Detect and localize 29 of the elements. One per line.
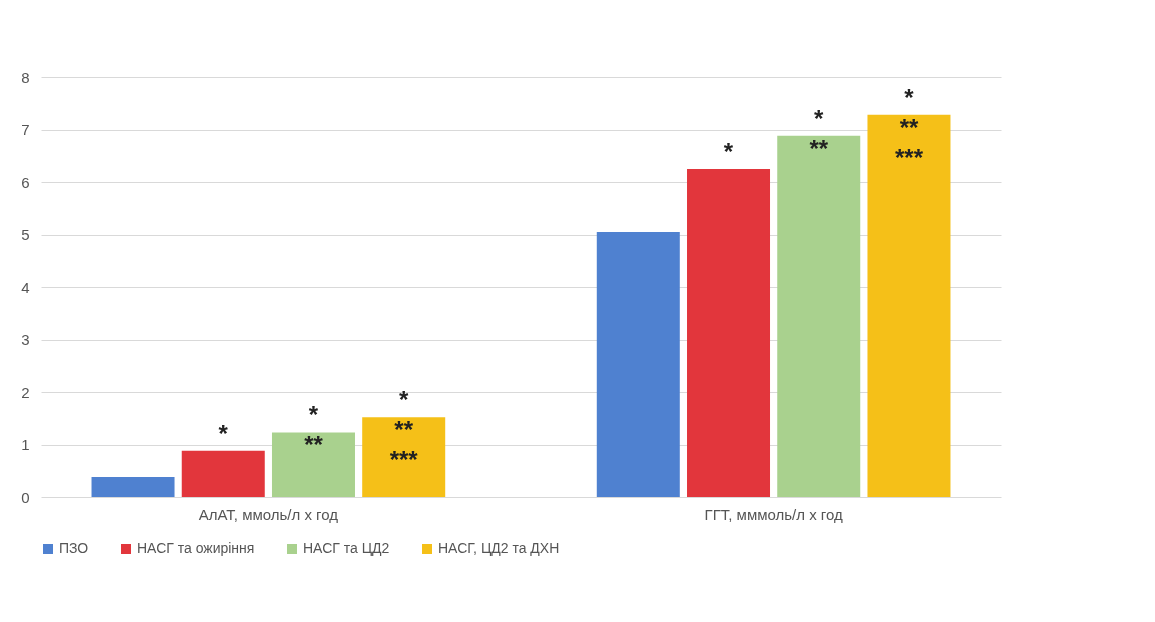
data-label: * ** (809, 104, 829, 162)
x-tick-label: АлАТ, ммоль/л х год (198, 505, 339, 523)
legend-label: НАСГ та ЦД2 (303, 540, 390, 556)
data-label: * ** *** (389, 386, 419, 474)
y-tick-label: 4 (21, 278, 30, 296)
x-tick-label: ГГТ, мммоль/л х год (704, 505, 844, 523)
data-label: * (723, 137, 734, 165)
bar (687, 168, 771, 497)
bar (867, 114, 951, 497)
legend-label: ПЗО (59, 540, 89, 556)
data-label: * ** *** (894, 83, 924, 171)
y-tick-label: 6 (21, 173, 30, 191)
y-tick-label: 2 (21, 383, 30, 401)
y-tick-label: 8 (21, 68, 30, 86)
y-tick-label: 0 (21, 488, 30, 506)
y-tick-label: 5 (21, 226, 30, 243)
bar (362, 417, 446, 497)
y-tick-label: 7 (21, 121, 30, 138)
bar (181, 450, 265, 497)
bar (596, 231, 680, 497)
bar (271, 432, 355, 497)
legend-label: НАСГ, ЦД2 та ДХН (438, 540, 560, 556)
bar (777, 135, 861, 497)
bar (91, 477, 175, 497)
data-label: * ** (304, 401, 324, 459)
data-label: * (218, 419, 229, 447)
y-tick-label: 3 (21, 331, 30, 348)
y-tick-label: 1 (21, 436, 30, 453)
legend-label: НАСГ та ожиріння (137, 540, 255, 556)
